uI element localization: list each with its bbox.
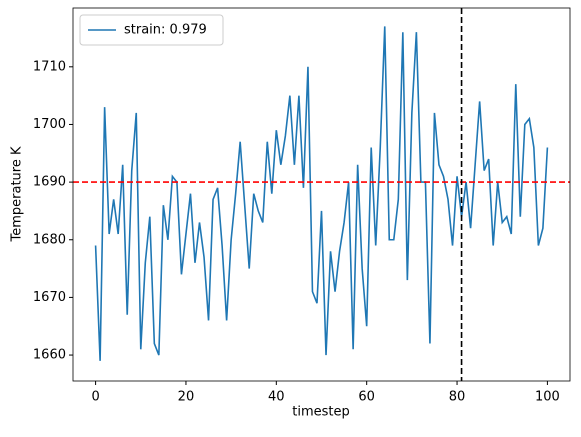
y-tick-label: 1680 (33, 232, 66, 247)
y-tick-label: 1670 (33, 290, 66, 305)
x-tick-label: 40 (268, 390, 285, 405)
legend-box (79, 14, 224, 46)
x-tick-label: 60 (358, 390, 375, 405)
y-tick-label: 1710 (33, 59, 66, 74)
x-tick-label: 100 (535, 390, 560, 405)
x-tick-label: 0 (91, 390, 99, 405)
legend-label: strain: 0.979 (124, 23, 207, 38)
legend: strain: 0.979 (79, 14, 224, 46)
line-series (94, 26, 549, 361)
x-axis-label: timestep (292, 405, 350, 420)
y-axis-label: Temperature K (10, 146, 25, 242)
x-tick-label: 20 (178, 390, 195, 405)
plot-frame (72, 7, 571, 382)
x-tick-label: 80 (449, 390, 466, 405)
y-tick-label: 1660 (33, 348, 66, 363)
y-tick-label: 1690 (33, 175, 66, 190)
y-tick-label: 1700 (33, 117, 66, 132)
